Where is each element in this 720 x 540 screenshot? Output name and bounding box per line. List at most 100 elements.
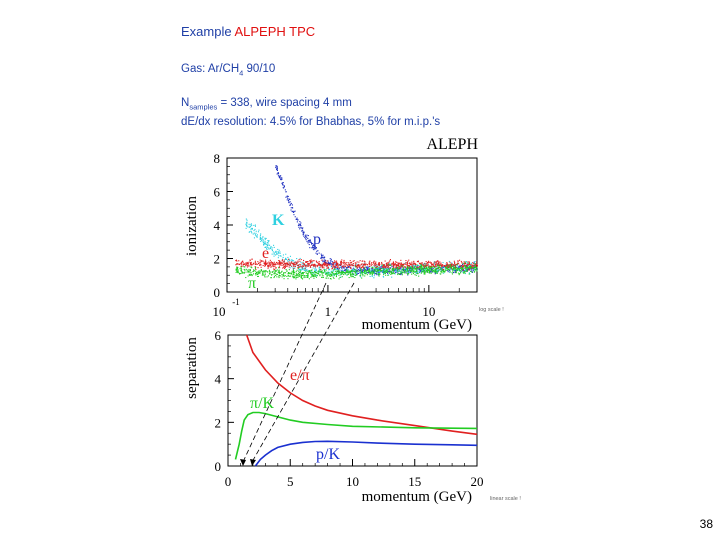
scatter-point [308,270,310,272]
scatter-point [272,265,274,267]
scatter-point [292,211,294,213]
scatter-point [308,265,310,267]
scatter-point [409,268,411,270]
scatter-point [275,275,277,277]
scatter-point [427,266,429,268]
scatter-point [341,262,343,264]
scatter-point [401,274,403,276]
scatter-point [398,267,400,269]
scatter-point [403,269,405,271]
scatter-point [237,266,239,268]
scatter-point [302,231,304,233]
scatter-point [272,266,274,268]
scatter-point [302,262,304,264]
y-tick-label: 8 [214,151,221,166]
scatter-point [240,273,242,275]
scatter-point [417,268,419,270]
scatter-point [416,266,418,268]
scatter-point [342,265,344,267]
scatter-point [355,262,357,264]
scatter-point [351,274,353,276]
scatter-point [292,274,294,276]
scatter-point [248,226,250,228]
scatter-point [296,275,298,277]
x-tick-label: 0 [225,474,232,489]
scatter-point [474,263,476,265]
scatter-point [407,260,409,262]
scatter-point [435,272,437,274]
scatter-point [298,223,300,225]
scatter-point [436,263,438,265]
scatter-point [358,265,360,267]
scatter-point [273,268,275,270]
scatter-point [301,267,303,269]
scatter-point [369,273,371,275]
scatter-point [324,256,326,258]
label-electron: e [262,245,269,262]
scatter-point [376,274,378,276]
scatter-point [442,270,444,272]
scatter-point [245,277,247,279]
scatter-point [256,263,258,265]
scatter-point [278,269,280,271]
scatter-point [310,260,312,262]
scatter-point [389,267,391,269]
scatter-point [262,265,264,267]
scatter-point [360,274,362,276]
scatter-point [313,244,315,246]
scatter-point [392,269,394,271]
scatter-point [392,271,394,273]
scatter-point [389,263,391,265]
scatter-point [323,261,325,263]
scatter-point [261,239,263,241]
scatter-point [387,265,389,267]
scatter-point [462,272,464,274]
scatter-point [335,266,337,268]
scatter-point [317,273,319,275]
scatter-point [400,262,402,264]
scatter-point [363,267,365,269]
scatter-point [288,201,290,203]
scatter-point [352,276,354,278]
scatter-point [285,191,287,193]
scatter-point [325,277,327,279]
scatter-point [341,270,343,272]
scatter-point [445,266,447,268]
scatter-point [322,275,324,277]
scatter-point [291,262,293,264]
scatter-point [298,275,300,277]
scatter-point [304,275,306,277]
scatter-point [337,262,339,264]
scatter-point [462,269,464,271]
scatter-point [369,268,371,270]
scatter-point [340,262,342,264]
scatter-point [375,261,377,263]
scatter-point [348,277,350,279]
scatter-point [411,261,413,263]
scatter-point [330,262,332,264]
scatter-point [287,274,289,276]
scatter-point [265,263,267,265]
scatter-point [408,267,410,269]
scatter-point [327,273,329,275]
scatter-point [285,196,287,198]
scatter-point [247,264,249,266]
scatter-point [456,265,458,267]
label-kaon: K [272,212,285,229]
scatter-point [464,267,466,269]
scatter-point [246,271,248,273]
scatter-point [376,263,378,265]
scatter-point [368,270,370,272]
scatter-point [264,265,266,267]
scatter-point [237,269,239,271]
scatter-point [262,236,264,238]
scatter-point [387,262,389,264]
scatter-point [381,263,383,265]
scatter-point [431,268,433,270]
scatter-point [289,255,291,257]
scatter-point [398,265,400,267]
band-pion [235,261,478,280]
scatter-point [267,240,269,242]
scatter-point [264,243,266,245]
scatter-point [463,272,465,274]
